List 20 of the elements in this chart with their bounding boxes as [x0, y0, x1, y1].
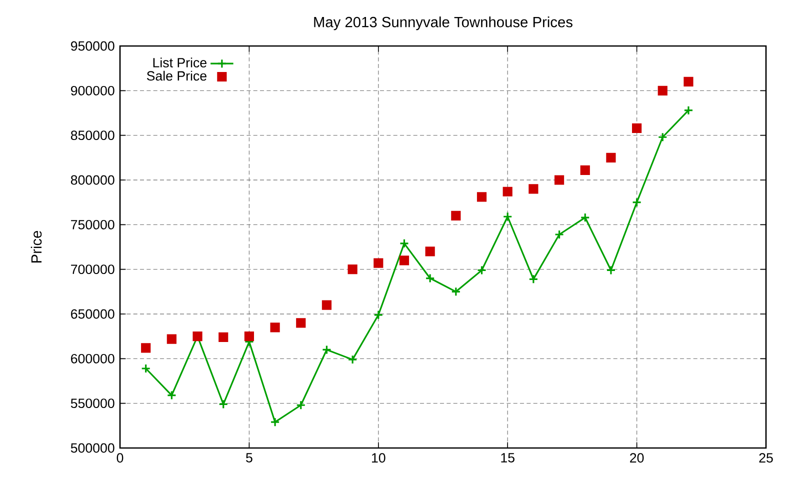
y-tick-label: 850000 [70, 130, 114, 140]
legend-label: Sale Price [146, 70, 206, 81]
x-tick-label: 20 [630, 453, 644, 463]
y-tick-label: 600000 [71, 354, 114, 364]
x-tick-label: 15 [501, 453, 514, 462]
y-tick-label: 800000 [70, 175, 114, 185]
x-tick-label: 10 [372, 453, 386, 463]
y-tick-label: 750000 [71, 220, 114, 230]
chart-title: May 2013 Sunnyvale Townhouse Prices [314, 16, 572, 30]
y-tick-label: 550000 [70, 398, 114, 408]
y-tick-label: 650000 [71, 309, 114, 319]
x-tick-label: 25 [759, 453, 773, 463]
x-tick-label: 5 [246, 453, 252, 462]
legend-label: List Price [153, 58, 206, 68]
y-tick-label: 900000 [70, 86, 114, 96]
x-tick-label: 0 [116, 453, 124, 463]
y-axis-title: Price [30, 230, 42, 262]
y-tick-label: 700000 [71, 264, 114, 274]
y-tick-label: 500000 [70, 443, 114, 453]
y-tick-label: 950000 [70, 41, 114, 51]
